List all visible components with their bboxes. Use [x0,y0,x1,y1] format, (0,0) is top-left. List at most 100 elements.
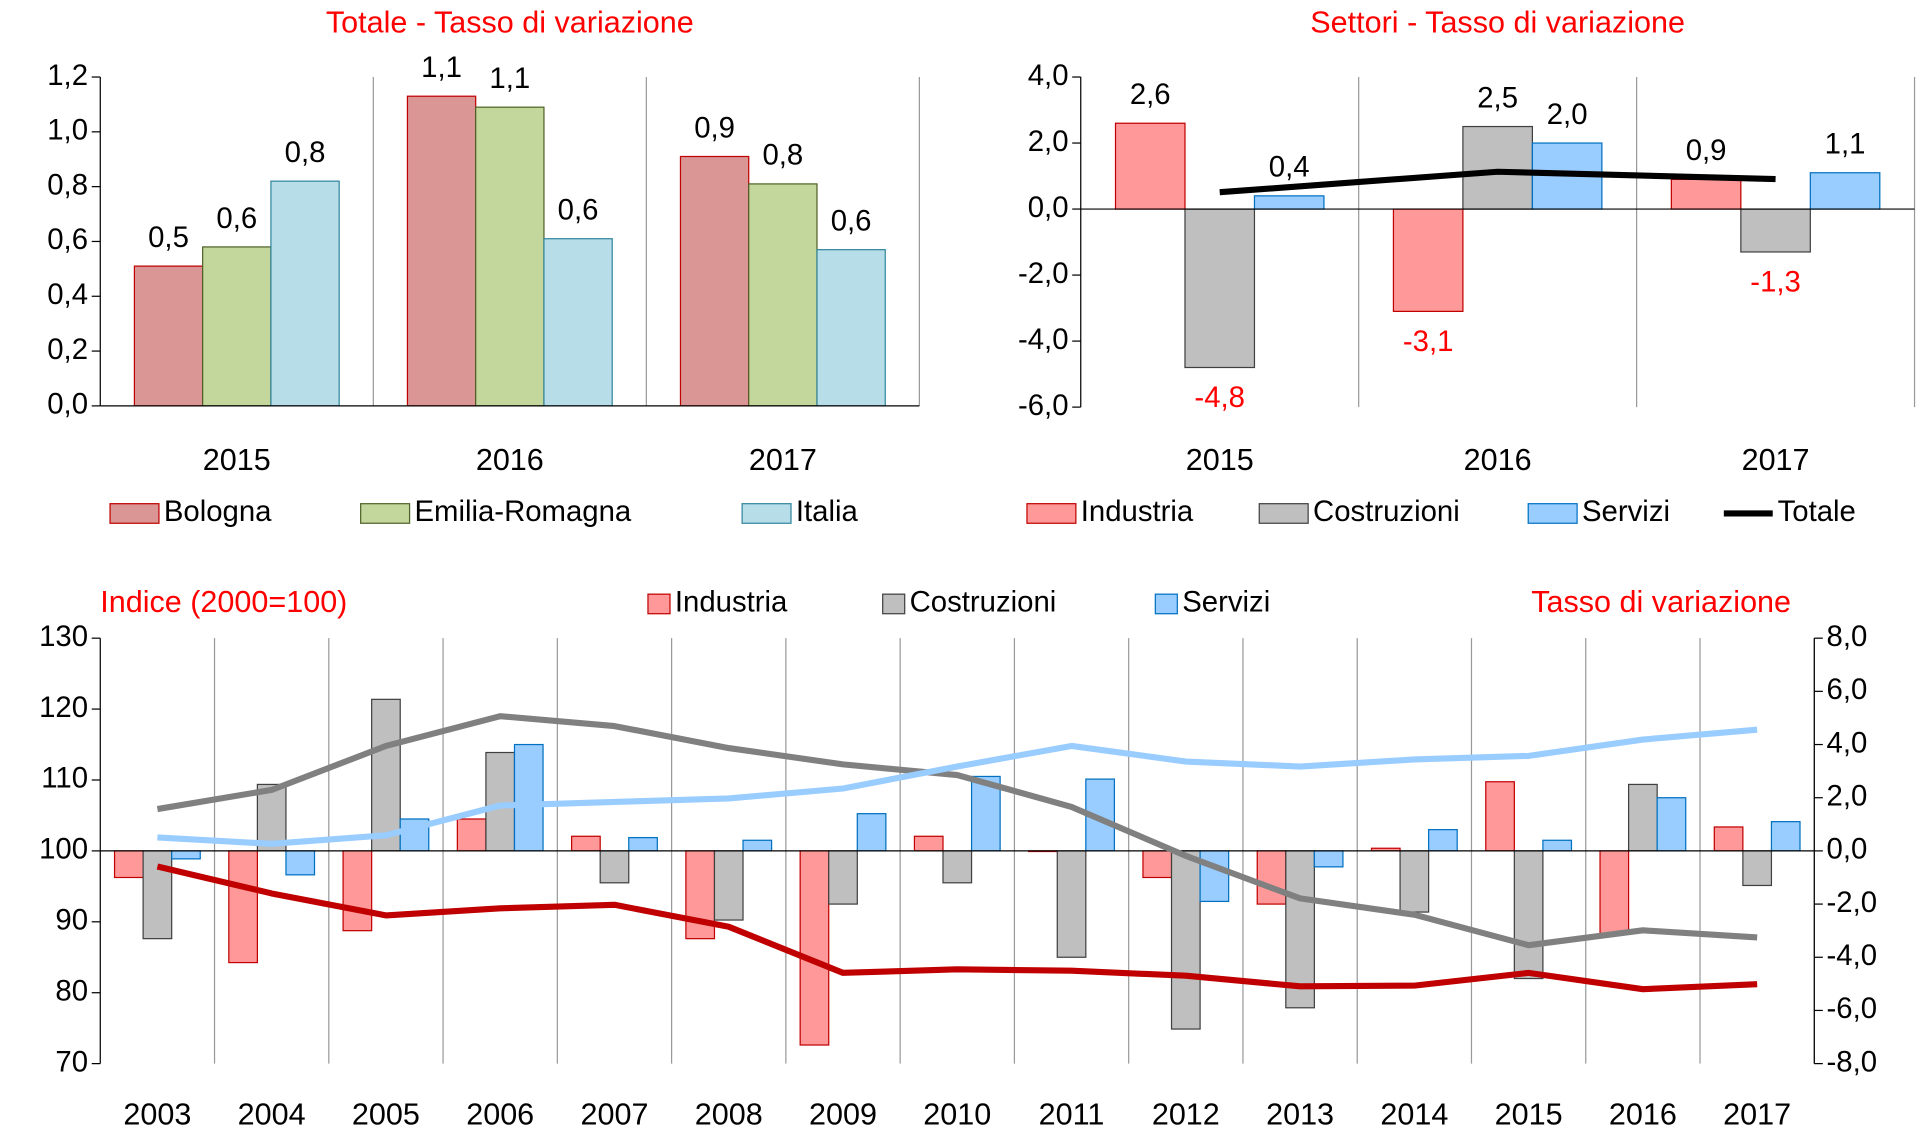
value-label: 0,8 [762,139,803,172]
value-label: -1,3 [1750,266,1801,299]
bar [270,180,340,407]
legend-label: Italia [796,495,859,528]
y2-tick-label: 4,0 [1827,726,1868,759]
chart-title: Totale - Tasso di variazione [326,6,694,40]
value-label: 2,6 [1130,78,1171,111]
bar [256,783,287,852]
y2-tick-label: 0,0 [1827,833,1868,866]
y2-tick-label: -2,0 [1827,886,1878,919]
x-tick-label: 2003 [123,1097,191,1131]
legend-swatch [360,503,411,524]
bar [133,265,204,407]
x-tick-label: 2006 [466,1097,534,1131]
y-tick-label: 0,6 [47,223,88,256]
legend-label: Industria [1081,495,1194,528]
bar [1428,829,1458,852]
y2-tick-label: 8,0 [1827,620,1868,653]
bar [113,850,144,879]
bar [1462,125,1533,210]
bar [571,835,601,852]
bar [202,246,272,407]
bar [342,850,373,932]
bar [1770,821,1801,852]
bar [913,835,944,852]
x-tick-label: 2011 [1039,1097,1105,1131]
value-label: 0,8 [285,136,326,169]
bar [1542,839,1573,852]
annotation: Indice (2000=100) [100,585,347,619]
bar [475,106,545,407]
value-label: 0,4 [1269,151,1310,184]
bar [285,850,316,876]
bar [1199,850,1230,903]
y2-tick-label: -8,0 [1827,1045,1878,1078]
x-tick-label: 2010 [923,1097,991,1131]
x-tick-label: 2013 [1266,1097,1334,1131]
bar [1399,850,1430,913]
bar [1114,122,1186,210]
x-tick-label: 2009 [809,1097,877,1131]
line [1219,168,1776,196]
value-label: 0,5 [148,221,189,254]
bar [1670,178,1742,210]
bar [599,850,630,884]
bar [171,850,201,860]
bar [1056,850,1087,958]
line [156,713,1758,949]
legend-label: Totale [1778,495,1856,528]
bar [406,95,477,407]
bar [942,850,973,884]
chart-title: Settori - Tasso di variazione [1310,6,1685,40]
legend-label: Costruzioni [1313,495,1460,528]
bar [828,850,858,905]
y2-tick-label: 2,0 [1827,779,1868,812]
legend-swatch [1527,503,1578,524]
bar [1656,797,1687,852]
value-label: 0,9 [694,111,735,144]
value-label: 2,5 [1477,81,1518,114]
y-tick-label: 2,0 [1028,125,1069,158]
legend-swatch [1026,503,1077,524]
y2-tick-label: -4,0 [1827,939,1878,972]
y-tick-label: 130 [39,620,88,653]
bar [1253,195,1325,210]
legend-label: Bologna [164,495,272,528]
legend-swatch [882,593,906,615]
y-tick-label: 0,8 [47,168,88,201]
x-tick-label: 2005 [352,1097,420,1131]
value-label: 0,9 [1686,134,1727,167]
bar [1256,850,1287,905]
x-tick-label: 2016 [476,443,544,477]
legend-label: Costruzioni [910,586,1057,619]
value-label: 1,1 [489,62,530,95]
y-tick-label: 70 [55,1045,88,1078]
legend-label: Emilia-Romagna [414,495,631,528]
bar [799,850,830,1046]
x-tick-label: 2015 [1495,1097,1563,1131]
bar [1742,850,1773,887]
legend-swatch [1154,593,1178,615]
bar [142,850,173,940]
bar [1485,781,1515,852]
bar [1809,172,1881,210]
x-tick-label: 2014 [1380,1097,1448,1131]
bar [371,698,401,852]
y-tick-label: 90 [55,904,88,937]
bar [628,836,658,852]
bar [748,183,818,407]
bar [1184,208,1256,369]
value-label: -3,1 [1403,325,1454,358]
y-tick-label: 100 [39,833,88,866]
y-tick-label: -6,0 [1018,389,1069,422]
legend-swatch [741,503,792,524]
y-tick-label: -2,0 [1018,257,1069,290]
value-label: 1,1 [421,51,462,84]
bar [513,743,544,852]
bar [228,850,258,964]
x-tick-label: 2016 [1609,1097,1677,1131]
bar [1513,850,1544,980]
line [157,726,1758,847]
y-tick-label: 1,2 [47,59,88,92]
value-label: 0,6 [558,194,599,227]
